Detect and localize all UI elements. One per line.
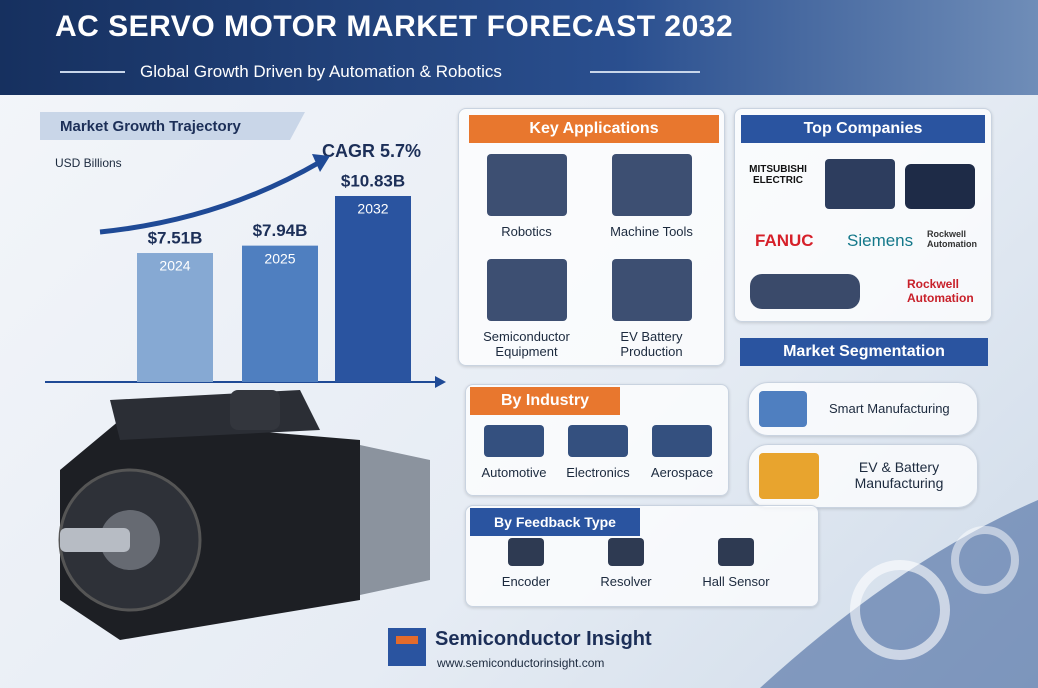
item: Semiconductor Equipment <box>469 259 584 359</box>
item-icon <box>611 154 692 216</box>
machine-image <box>825 159 895 209</box>
company-logo: MITSUBISHI ELECTRIC <box>749 164 807 186</box>
category-label: 2024 <box>159 258 190 274</box>
item-label: Semiconductor Equipment <box>483 329 570 359</box>
x-axis-arrow <box>435 376 446 388</box>
item-label: Hall Sensor <box>702 574 770 589</box>
item-label: Machine Tools <box>610 224 693 239</box>
item-icon <box>486 154 567 216</box>
section-title: Top Companies <box>741 115 985 143</box>
item: EV Battery Production <box>594 259 709 359</box>
bar <box>335 196 411 382</box>
growth-arrow-head <box>312 154 330 172</box>
item: Encoder <box>476 538 576 589</box>
by-industry-panel: By Industry Automotive Electronics Aerospa… <box>465 384 729 496</box>
y-axis-label: USD Billions <box>55 156 122 170</box>
item-label: Encoder <box>501 574 551 589</box>
item-label: Electronics <box>566 465 630 480</box>
machine-image <box>905 164 975 209</box>
item: Resolver <box>576 538 676 589</box>
category-label: 2032 <box>357 201 388 217</box>
by-feedback-panel: By Feedback Type Encoder Resolver Hall Sen… <box>465 505 819 607</box>
item-icon <box>508 538 544 566</box>
item-label: EV Battery Production <box>620 329 683 359</box>
cagr-annotation: CAGR 5.7% <box>322 141 421 161</box>
item-label: Aerospace <box>650 465 714 480</box>
bar <box>137 253 213 382</box>
item-icon <box>652 425 712 457</box>
vehicle-image <box>750 274 860 309</box>
item: Robotics <box>469 154 584 239</box>
growth-chart: Market Growth Trajectory USD Billions CA… <box>40 112 446 388</box>
section-title: Key Applications <box>469 115 719 143</box>
company-logo: Rockwell Automation <box>907 277 974 305</box>
company-logo: FANUC <box>755 231 814 250</box>
item-label: Robotics <box>501 224 552 239</box>
item-label: Automotive <box>481 465 547 480</box>
value-label: $7.51B <box>148 229 203 248</box>
segment-icon <box>759 453 819 499</box>
item-icon <box>718 538 754 566</box>
page-subtitle: Global Growth Driven by Automation & Rob… <box>140 62 502 81</box>
item: Hall Sensor <box>686 538 786 589</box>
segment-label: EV & Battery Manufacturing <box>854 459 944 491</box>
item-icon <box>611 259 692 321</box>
item: Electronics <box>558 425 638 480</box>
item-label: Resolver <box>600 574 652 589</box>
section-title: By Feedback Type <box>470 508 640 536</box>
page-title: AC SERVO MOTOR MARKET FORECAST 2032 <box>55 10 734 43</box>
company-logo: Siemens <box>847 231 914 250</box>
growth-arrow <box>99 159 322 235</box>
section-title: By Industry <box>470 387 620 415</box>
segment-card: Smart Manufacturing <box>748 382 978 436</box>
item: Aerospace <box>642 425 722 480</box>
value-label: $7.94B <box>253 221 308 240</box>
segment-icon <box>759 391 807 427</box>
chart-title: Market Growth Trajectory <box>60 118 242 135</box>
item-icon <box>608 538 644 566</box>
segment-label: Smart Manufacturing <box>829 401 950 416</box>
company-logo: Rockwell Automation <box>927 229 977 249</box>
section-title: Market Segmentation <box>740 338 988 366</box>
item-icon <box>568 425 628 457</box>
item: Automotive <box>474 425 554 480</box>
value-label: $10.83B <box>341 171 405 190</box>
item: Machine Tools <box>594 154 709 239</box>
segment-card: EV & Battery Manufacturing <box>748 444 978 508</box>
category-label: 2025 <box>264 250 295 266</box>
top-companies-panel: Top Companies MITSUBISHI ELECTRIC FANUC … <box>734 108 992 322</box>
footer-url: www.semiconductorinsight.com <box>437 656 605 670</box>
bar <box>242 245 318 382</box>
footer-brand: Semiconductor Insight <box>435 628 652 650</box>
item-icon <box>484 425 544 457</box>
chart-title-band <box>40 112 305 140</box>
item-icon <box>486 259 567 321</box>
key-applications-panel: Key Applications Robotics Machine Tools Se… <box>458 108 725 366</box>
